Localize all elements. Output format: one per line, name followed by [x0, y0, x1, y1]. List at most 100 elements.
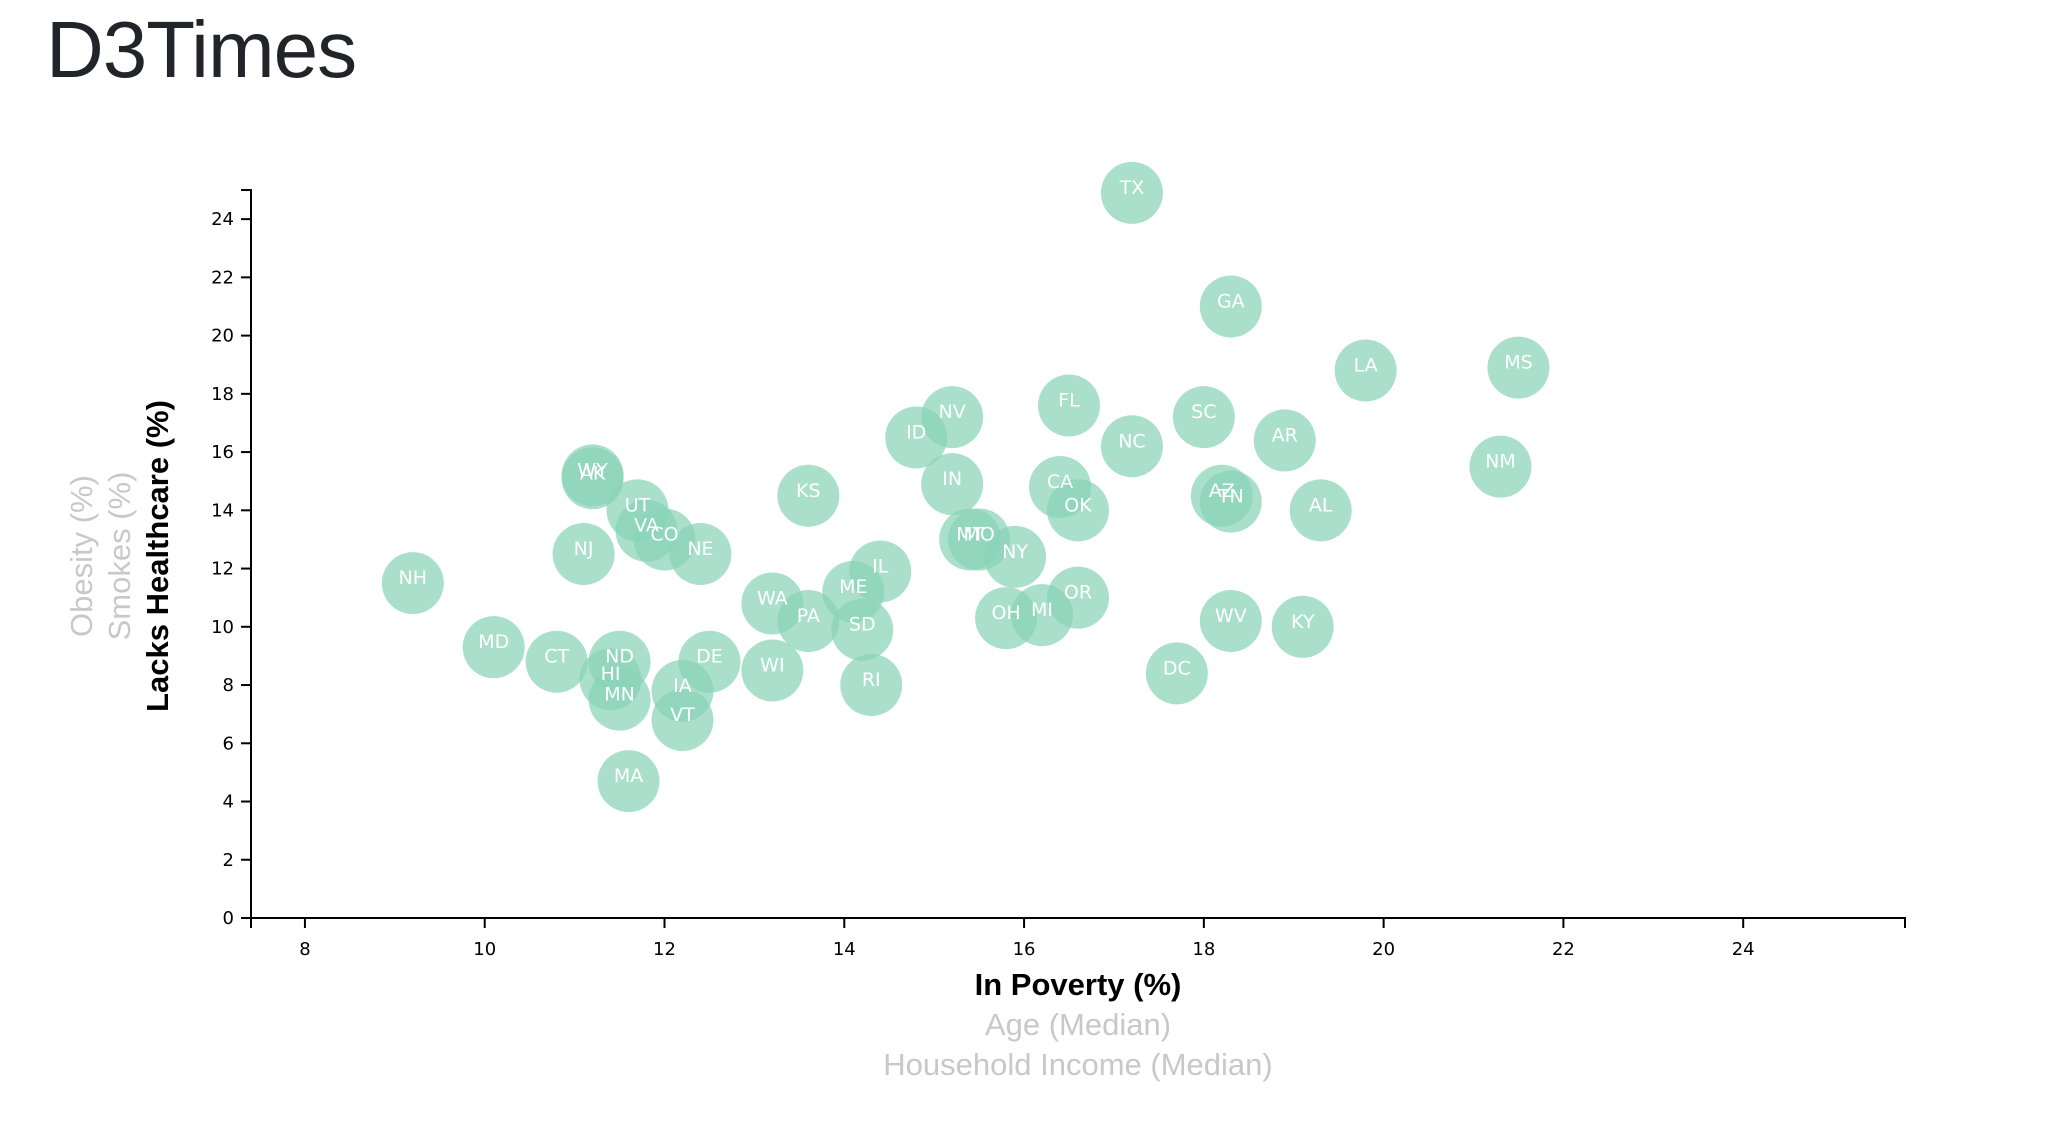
x-tick-label: 16 [1013, 939, 1036, 960]
state-label: MD [478, 631, 509, 653]
state-marker[interactable] [1011, 584, 1074, 647]
state-marker[interactable] [1487, 336, 1550, 399]
state-label: NJ [574, 538, 594, 560]
x-axis-titles: In Poverty (%) Age (Median) Household Inco… [883, 967, 1272, 1082]
state-marker[interactable] [1289, 479, 1352, 542]
state-label: MO [963, 523, 994, 545]
y-axis-option[interactable]: Smokes (%) [102, 472, 137, 641]
state-marker[interactable] [1199, 275, 1262, 338]
state-label: VA [634, 515, 659, 537]
y-tick-label: 10 [211, 617, 234, 638]
y-axis-titles: Lacks Healthcare (%)Smokes (%)Obesity (%… [64, 400, 175, 712]
y-tick-label: 18 [211, 384, 234, 405]
state-label: NM [1485, 451, 1516, 473]
state-marker[interactable] [921, 453, 984, 516]
state-label: CA [1047, 471, 1073, 493]
y-axis-option[interactable]: Obesity (%) [64, 475, 99, 637]
x-axis-line [250, 917, 1906, 928]
state-marker[interactable] [462, 616, 525, 679]
y-tick-label: 12 [211, 559, 234, 580]
state-marker[interactable] [1047, 479, 1109, 542]
state-marker[interactable] [777, 589, 840, 652]
state-label: FL [1058, 389, 1080, 411]
state-label: ME [839, 576, 867, 598]
y-tick-label: 2 [223, 850, 234, 871]
state-label: AK [580, 462, 606, 484]
state-label: DC [1163, 657, 1191, 679]
state-label: AZ [1209, 480, 1235, 502]
x-tick-label: 10 [473, 939, 496, 960]
state-marker[interactable] [1145, 642, 1208, 705]
y-tick-label: 20 [211, 326, 234, 347]
state-label: ID [906, 422, 926, 444]
state-label: TX [1119, 177, 1145, 199]
state-marker[interactable] [588, 668, 651, 731]
x-tick-label: 20 [1372, 939, 1395, 960]
state-label: OK [1064, 494, 1092, 516]
state-label: WI [760, 654, 784, 676]
state-label: NH [399, 567, 428, 589]
state-label: DE [696, 646, 723, 668]
state-marker[interactable] [1271, 595, 1334, 658]
state-label: UT [625, 494, 651, 516]
x-tick-label: 18 [1192, 939, 1215, 960]
y-tick-label: 4 [223, 792, 234, 813]
x-axis-option[interactable]: Household Income (Median) [883, 1047, 1272, 1082]
state-label: MN [604, 684, 635, 706]
state-label: SC [1191, 401, 1216, 423]
x-axis-option[interactable]: In Poverty (%) [975, 967, 1182, 1002]
state-label: CT [544, 646, 569, 668]
state-label: NV [939, 401, 966, 423]
state-label: VT [670, 704, 695, 726]
state-marker[interactable] [1100, 415, 1163, 478]
state-label: MA [614, 765, 643, 787]
state-label: SD [849, 614, 876, 636]
state-marker[interactable] [1038, 374, 1101, 437]
state-marker[interactable] [1199, 470, 1262, 533]
y-tick-label: 14 [211, 500, 234, 521]
state-marker[interactable] [1100, 161, 1163, 224]
state-marker[interactable] [552, 523, 615, 585]
state-label: OH [991, 602, 1020, 624]
state-marker[interactable] [885, 406, 948, 469]
x-axis-option[interactable]: Age (Median) [985, 1007, 1171, 1042]
state-label: AR [1272, 424, 1298, 446]
state-label: KS [796, 480, 821, 502]
y-tick-label: 16 [211, 442, 234, 463]
state-label: OR [1064, 582, 1092, 604]
state-label: WA [757, 588, 788, 610]
state-marker[interactable] [741, 639, 804, 702]
state-marker[interactable] [840, 654, 903, 717]
state-label: NE [687, 538, 713, 560]
state-marker[interactable] [984, 525, 1047, 588]
state-marker[interactable] [1199, 589, 1262, 652]
state-label: LA [1354, 355, 1378, 377]
state-marker[interactable] [1172, 386, 1235, 449]
state-marker[interactable] [669, 523, 732, 585]
y-tick-label: 24 [211, 209, 234, 230]
state-marker[interactable] [381, 552, 444, 615]
state-marker[interactable] [1469, 435, 1532, 498]
state-label: PA [797, 605, 820, 627]
state-label: MS [1504, 352, 1532, 374]
page-title: D3Times [46, 5, 357, 94]
state-marker[interactable] [525, 630, 588, 693]
state-marker[interactable] [651, 688, 714, 751]
state-marker[interactable] [1253, 409, 1316, 472]
state-marker[interactable] [597, 750, 660, 813]
x-tick-label: 22 [1552, 939, 1575, 960]
y-axis-option[interactable]: Lacks Healthcare (%) [140, 400, 175, 712]
y-tick-label: 0 [223, 908, 234, 929]
x-tick-label: 8 [299, 939, 310, 960]
state-marker[interactable] [561, 447, 624, 510]
state-label: GA [1217, 290, 1245, 312]
state-label: ND [605, 646, 634, 668]
state-marker[interactable] [831, 598, 894, 661]
state-label: AL [1309, 494, 1333, 516]
x-tick-label: 12 [653, 939, 676, 960]
state-label: RI [862, 669, 881, 691]
state-marker[interactable] [1334, 339, 1397, 402]
state-marker[interactable] [777, 464, 840, 527]
